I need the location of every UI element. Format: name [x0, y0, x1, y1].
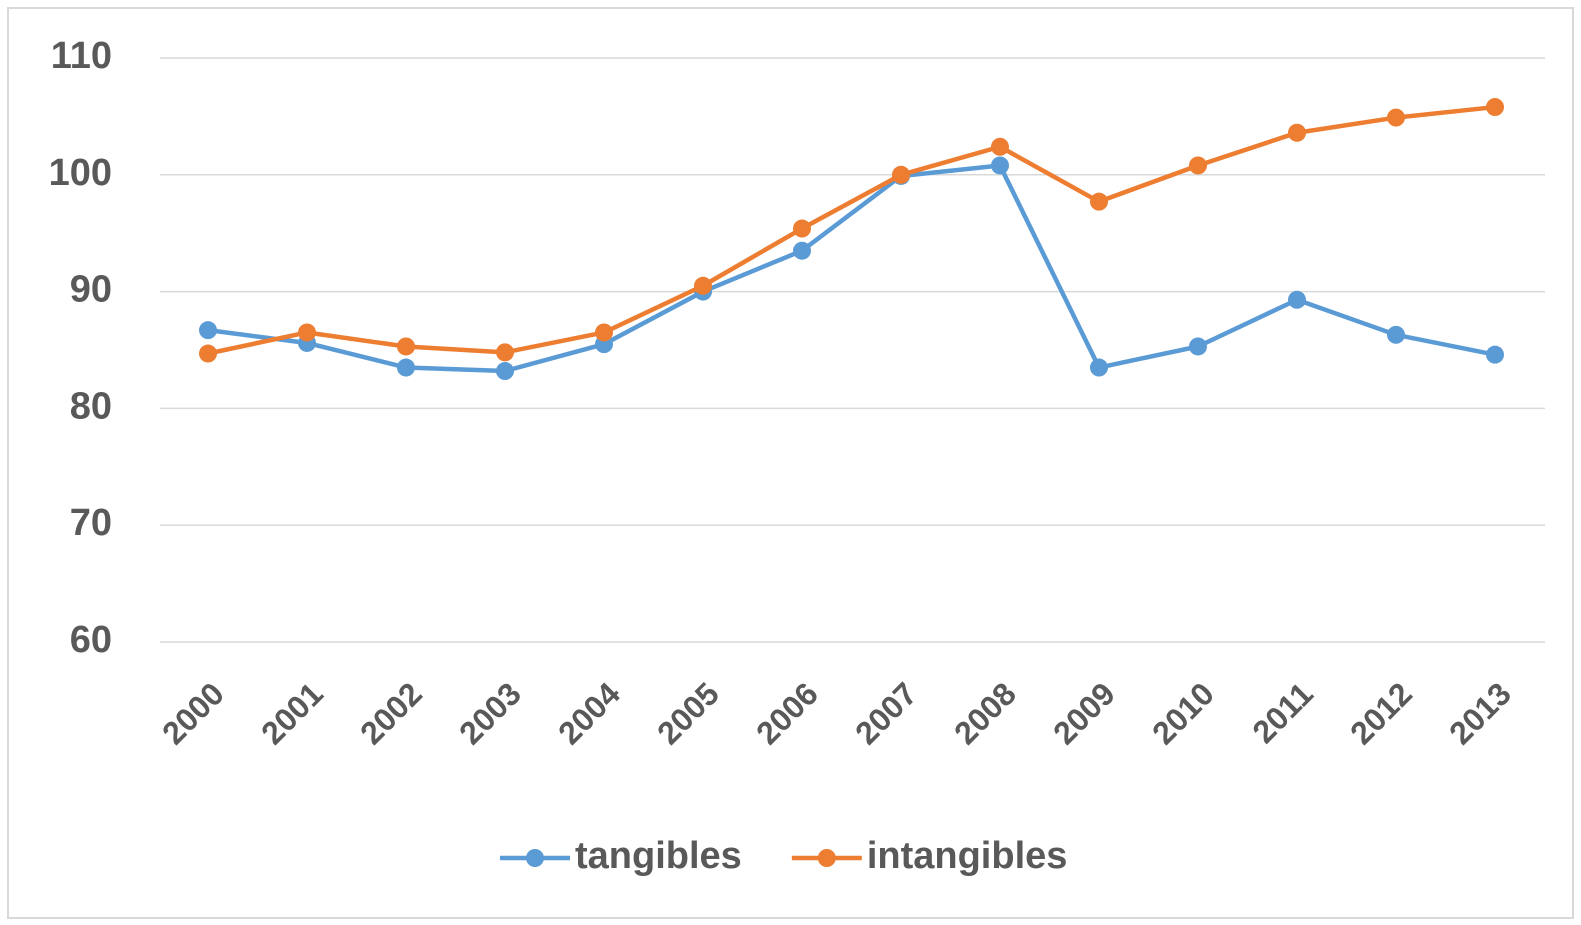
point	[1090, 358, 1108, 377]
legend-label: intangibles	[867, 835, 1068, 877]
point	[298, 323, 316, 342]
legend-label: tangibles	[575, 835, 742, 877]
y-tick-label: 70	[70, 502, 112, 544]
point	[496, 343, 514, 362]
legend-marker	[526, 849, 544, 867]
series-line	[207, 104, 1496, 356]
point	[991, 137, 1009, 156]
point	[793, 219, 811, 238]
y-tick-label: 80	[70, 385, 112, 427]
point	[1288, 290, 1306, 309]
point	[397, 358, 415, 377]
series-line	[207, 163, 1496, 374]
y-tick-label: 90	[70, 269, 112, 311]
point	[892, 165, 910, 184]
point	[199, 344, 217, 363]
point	[1387, 108, 1405, 127]
point	[991, 156, 1009, 175]
point	[1486, 345, 1504, 364]
point	[1288, 123, 1306, 142]
legend-marker	[817, 849, 836, 867]
point	[496, 362, 514, 381]
point	[595, 323, 613, 342]
y-tick-label: 110	[51, 35, 112, 77]
y-tick-label: 100	[49, 152, 112, 194]
point	[1387, 325, 1405, 344]
point	[694, 276, 712, 295]
point	[1189, 156, 1207, 175]
point	[199, 321, 217, 340]
point	[793, 241, 811, 260]
y-tick-label: 60	[70, 619, 112, 661]
chart-border	[7, 7, 1574, 919]
point	[397, 337, 415, 356]
point	[1090, 192, 1108, 211]
point	[1486, 98, 1504, 117]
point	[1189, 337, 1207, 356]
